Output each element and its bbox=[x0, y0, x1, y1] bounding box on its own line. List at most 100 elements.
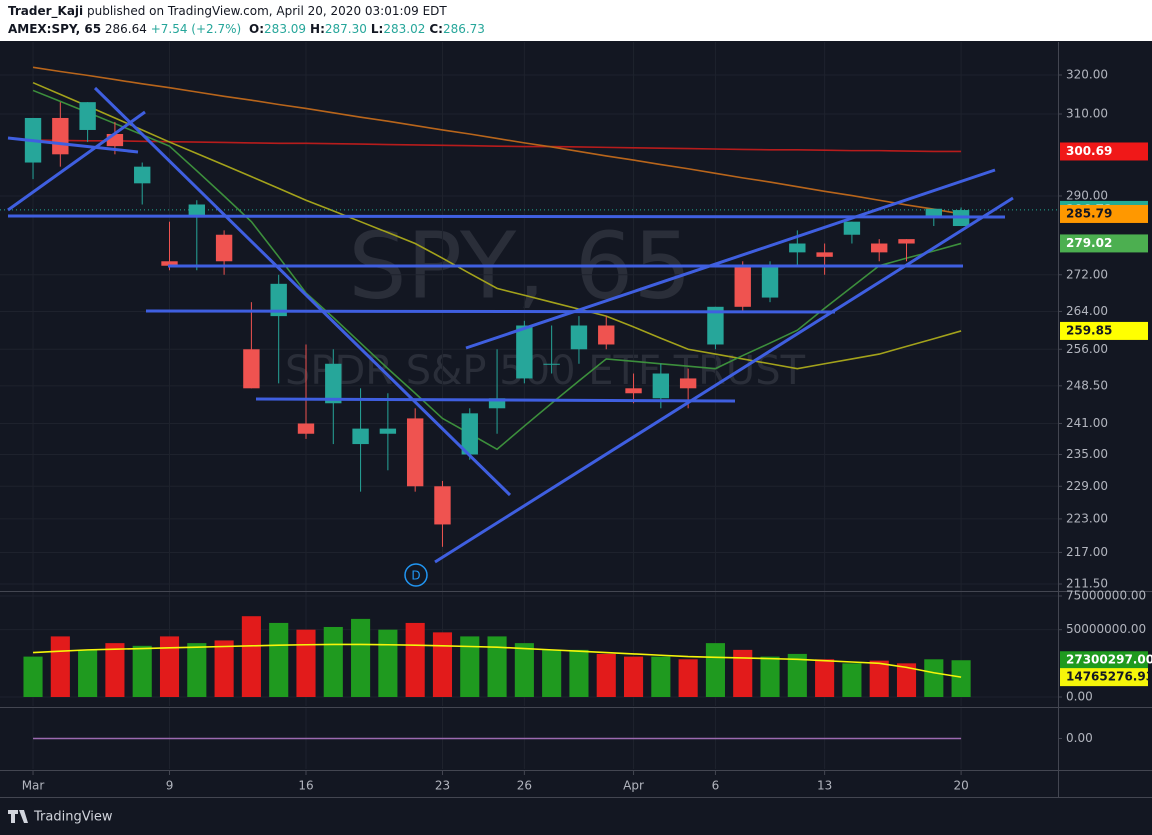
trendline[interactable] bbox=[465, 168, 996, 350]
candle-body bbox=[543, 363, 560, 365]
trendline[interactable] bbox=[255, 397, 736, 403]
trendline[interactable] bbox=[7, 110, 146, 212]
x-tick-label: 26 bbox=[517, 779, 532, 793]
x-tick-label: 9 bbox=[166, 779, 174, 793]
y-tick-label: 272.00 bbox=[1066, 267, 1108, 281]
volume-bar bbox=[678, 659, 698, 698]
publish-line: Trader_Kaji published on TradingView.com… bbox=[8, 4, 447, 18]
published: published on TradingView.com, April 20, … bbox=[86, 4, 447, 18]
price-label-box bbox=[1060, 651, 1148, 670]
candle-body bbox=[79, 102, 96, 130]
ohlc-value: 283.02 bbox=[383, 22, 426, 36]
candle-body bbox=[652, 373, 670, 399]
candle-body bbox=[516, 325, 533, 379]
trendlines bbox=[7, 86, 1014, 564]
ohlc-key: H: bbox=[310, 22, 325, 36]
ma-line bbox=[32, 66, 962, 215]
y-tick-label: 235.00 bbox=[1066, 447, 1108, 461]
volume-bar bbox=[542, 649, 562, 698]
trendline[interactable] bbox=[434, 196, 1014, 564]
candle-body bbox=[52, 117, 69, 155]
candle-body bbox=[761, 265, 779, 298]
volume-bar bbox=[733, 649, 753, 698]
candle-body bbox=[161, 261, 178, 266]
volume-bar bbox=[787, 653, 807, 698]
logo[interactable] bbox=[8, 810, 28, 823]
price-label-box bbox=[1060, 234, 1148, 253]
price-label: 300.69 bbox=[1066, 144, 1112, 158]
x-tick-label: Apr bbox=[623, 779, 644, 793]
price-label: 27300297.00 bbox=[1066, 653, 1152, 667]
volume-bar bbox=[323, 626, 343, 698]
candle-body bbox=[871, 243, 888, 253]
volume-bar bbox=[760, 656, 780, 698]
volume-bar bbox=[132, 645, 152, 698]
volume-bar bbox=[924, 659, 944, 698]
trendline[interactable] bbox=[145, 309, 836, 314]
footer-brand[interactable]: TradingView bbox=[33, 810, 113, 825]
volume-bar bbox=[596, 653, 616, 698]
y-tick-label: 223.00 bbox=[1066, 511, 1108, 525]
footer-bar bbox=[0, 798, 1152, 835]
x-tick-label: 13 bbox=[817, 779, 832, 793]
candle-body bbox=[925, 208, 942, 218]
change: +7.54 (+2.7%) bbox=[150, 22, 242, 36]
y-tick-label: 0.00 bbox=[1066, 731, 1093, 745]
x-tick-label: 16 bbox=[298, 779, 313, 793]
price-label-box bbox=[1060, 321, 1148, 340]
candle-body bbox=[488, 398, 506, 409]
event-marker[interactable] bbox=[404, 563, 428, 587]
symbol: AMEX:SPY, 65 bbox=[8, 22, 102, 36]
candle-body bbox=[297, 423, 315, 434]
ohlc: O:283.09 H:287.30 L:283.02 C:286.73 bbox=[245, 22, 485, 36]
candle-body bbox=[188, 204, 205, 218]
volume-bar bbox=[869, 660, 889, 698]
candle-body bbox=[679, 378, 697, 389]
candle-body bbox=[406, 418, 424, 487]
trendline[interactable] bbox=[93, 86, 512, 497]
y-tick-label: 217.00 bbox=[1066, 545, 1108, 559]
trendline[interactable] bbox=[7, 136, 139, 154]
y-tick-label: 320.00 bbox=[1066, 67, 1108, 81]
pane-borders bbox=[0, 42, 1152, 798]
x-tick-label: Mar bbox=[22, 779, 45, 793]
ohlc-key: C: bbox=[429, 22, 443, 36]
x-tick-label: 6 bbox=[712, 779, 720, 793]
volume-bar bbox=[296, 629, 316, 698]
candle-body bbox=[243, 349, 260, 389]
candle-body bbox=[461, 413, 478, 455]
y-tick-label: 290.00 bbox=[1066, 188, 1108, 202]
trendline[interactable] bbox=[7, 214, 1006, 219]
candle-body bbox=[215, 234, 233, 262]
volume-bar bbox=[815, 659, 835, 698]
ma-line bbox=[32, 643, 962, 678]
candle-body bbox=[134, 166, 151, 184]
candle-body bbox=[816, 252, 833, 257]
y-tick-label: 229.00 bbox=[1066, 479, 1108, 493]
x-tick-label: 20 bbox=[953, 779, 968, 793]
candle-body bbox=[707, 306, 724, 345]
price-label: 259.85 bbox=[1066, 323, 1112, 337]
y-tick-label: 50000000.00 bbox=[1066, 622, 1146, 636]
y-tick-label: 310.00 bbox=[1066, 107, 1108, 121]
symbol-line: AMEX:SPY, 65 286.64 +7.54 (+2.7%) O:283.… bbox=[8, 22, 485, 36]
ohlc-value: 287.30 bbox=[324, 22, 367, 36]
volume-bar bbox=[842, 663, 862, 698]
y-tick-label: 75000000.00 bbox=[1066, 588, 1146, 602]
volume-bar bbox=[432, 632, 453, 698]
header: Trader_Kaji published on TradingView.com… bbox=[0, 0, 1152, 41]
price-label-box bbox=[1060, 204, 1148, 223]
volume-bar bbox=[896, 663, 917, 698]
y-tick-label: 248.50 bbox=[1066, 378, 1108, 392]
candle-body bbox=[325, 363, 342, 404]
author[interactable]: Trader_Kaji bbox=[8, 4, 84, 18]
volume-bar bbox=[78, 649, 98, 698]
candle-body bbox=[843, 221, 861, 235]
ma-line bbox=[32, 89, 962, 451]
volume-bar bbox=[187, 643, 207, 698]
volume-bar bbox=[460, 636, 480, 698]
price: 286.64 bbox=[104, 22, 147, 36]
candle-body bbox=[789, 243, 806, 253]
